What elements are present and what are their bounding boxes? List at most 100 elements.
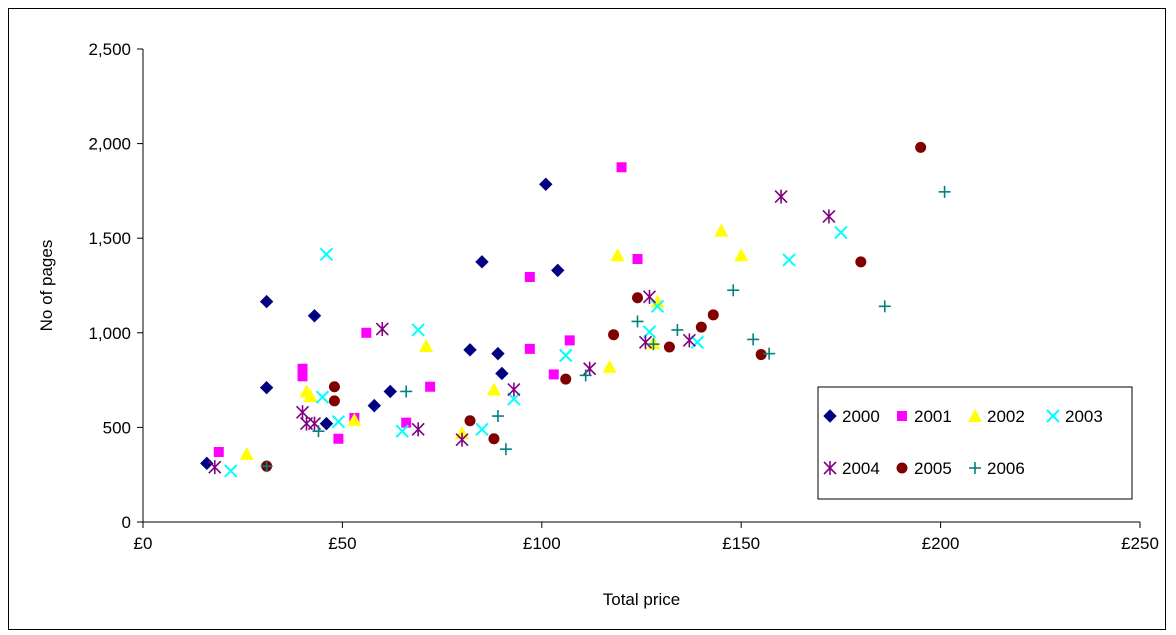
y-axis-title: No of pages xyxy=(37,240,56,332)
legend-marker xyxy=(897,411,907,421)
data-point xyxy=(491,346,505,361)
data-point xyxy=(610,248,625,262)
series-2003 xyxy=(224,225,848,478)
data-point xyxy=(782,253,796,267)
data-point xyxy=(695,321,707,333)
data-point xyxy=(616,162,627,173)
data-point xyxy=(375,322,389,337)
series-2005 xyxy=(261,141,927,472)
chart-frame xyxy=(8,8,1166,630)
data-point xyxy=(297,371,308,382)
data-point xyxy=(303,389,318,403)
data-point xyxy=(328,381,340,393)
data-point xyxy=(755,349,767,361)
data-point xyxy=(878,300,891,313)
data-point xyxy=(455,432,469,447)
legend-item-2004: 2004 xyxy=(823,459,880,478)
data-point xyxy=(495,366,509,381)
y-tick-label: 1,000 xyxy=(88,324,131,343)
data-point xyxy=(524,271,535,282)
legend-label: 2005 xyxy=(914,459,952,478)
data-point xyxy=(671,323,684,336)
data-point xyxy=(690,335,705,349)
data-point xyxy=(419,339,434,353)
data-point xyxy=(491,410,504,423)
data-point xyxy=(734,248,749,262)
data-point xyxy=(707,309,719,321)
legend-label: 2000 xyxy=(842,407,880,426)
data-point xyxy=(208,460,222,475)
legend-item-2006: 2006 xyxy=(969,459,1025,478)
data-point xyxy=(328,395,340,407)
data-point xyxy=(425,381,436,392)
x-tick-label: £0 xyxy=(134,534,153,553)
x-tick-label: £250 xyxy=(1121,534,1159,553)
data-point xyxy=(524,343,535,354)
data-point xyxy=(682,333,696,348)
data-point xyxy=(564,335,575,346)
x-axis-title: Total price xyxy=(603,590,680,609)
data-point xyxy=(631,315,644,328)
data-point xyxy=(347,412,362,426)
legend-item-2002: 2002 xyxy=(968,407,1025,426)
data-point xyxy=(312,425,325,438)
data-point xyxy=(295,405,310,420)
series-2002 xyxy=(239,223,749,460)
data-point xyxy=(224,464,238,478)
data-point xyxy=(319,416,334,431)
legend-item-2003: 2003 xyxy=(1046,407,1103,426)
data-point xyxy=(361,327,372,338)
data-point xyxy=(239,446,254,460)
data-point xyxy=(834,225,848,240)
series-2006 xyxy=(260,185,951,473)
y-tick-label: 1,500 xyxy=(88,229,131,248)
data-point xyxy=(938,185,951,198)
legend-box xyxy=(817,386,1133,500)
data-point xyxy=(507,382,521,397)
data-point xyxy=(475,422,489,436)
data-point xyxy=(507,392,521,406)
legend-label: 2003 xyxy=(1065,407,1103,426)
data-point xyxy=(367,398,382,413)
data-point xyxy=(475,255,489,269)
series-2000 xyxy=(200,177,565,471)
data-point xyxy=(463,343,477,357)
legend-marker xyxy=(1046,409,1060,423)
data-point xyxy=(632,292,644,304)
data-point xyxy=(560,373,572,385)
data-point xyxy=(551,263,565,278)
x-tick-label: £200 xyxy=(922,534,960,553)
series-2004 xyxy=(208,189,836,475)
legend: 2000 2001 2002 2003 2004 2005 2006 xyxy=(817,386,1133,500)
data-point xyxy=(539,177,553,191)
legend-item-2005: 2005 xyxy=(896,459,952,478)
data-point xyxy=(486,382,501,396)
data-point xyxy=(608,329,620,341)
data-point xyxy=(499,443,512,456)
y-tick-label: 2,500 xyxy=(88,40,131,59)
data-point xyxy=(822,209,836,224)
data-point xyxy=(259,294,274,309)
data-point xyxy=(855,256,867,268)
legend-marker xyxy=(969,462,981,474)
x-tick-label: £50 xyxy=(328,534,356,553)
legend-marker xyxy=(823,461,837,475)
data-point xyxy=(411,323,425,337)
legend-marker xyxy=(968,409,982,422)
data-point xyxy=(383,384,397,399)
data-point xyxy=(774,189,788,204)
data-point xyxy=(747,333,760,346)
y-tick-label: 500 xyxy=(103,418,131,437)
tick-labels: 0 500 1,000 1,500 2,000 2,500 £0 £50 £100 £150 £20… xyxy=(88,40,1158,553)
data-point xyxy=(663,341,675,353)
legend-label: 2004 xyxy=(842,459,880,478)
legend-label: 2006 xyxy=(987,459,1025,478)
data-point xyxy=(579,369,592,382)
data-point xyxy=(642,289,657,304)
data-point xyxy=(714,223,729,237)
data-point xyxy=(259,380,274,395)
data-point xyxy=(319,247,334,261)
x-tick-label: £150 xyxy=(722,534,760,553)
data-point xyxy=(650,299,665,314)
